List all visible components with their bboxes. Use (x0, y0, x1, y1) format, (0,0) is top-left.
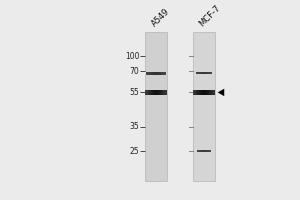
Text: MCF-7: MCF-7 (198, 4, 223, 29)
Bar (145, 32, 167, 181)
Text: 25: 25 (130, 147, 139, 156)
Text: 70: 70 (130, 67, 139, 76)
Text: 100: 100 (125, 52, 139, 61)
Text: 55: 55 (130, 88, 139, 97)
Text: 35: 35 (130, 122, 139, 131)
Polygon shape (218, 89, 224, 96)
Bar (193, 32, 215, 181)
Text: A549: A549 (150, 7, 171, 29)
